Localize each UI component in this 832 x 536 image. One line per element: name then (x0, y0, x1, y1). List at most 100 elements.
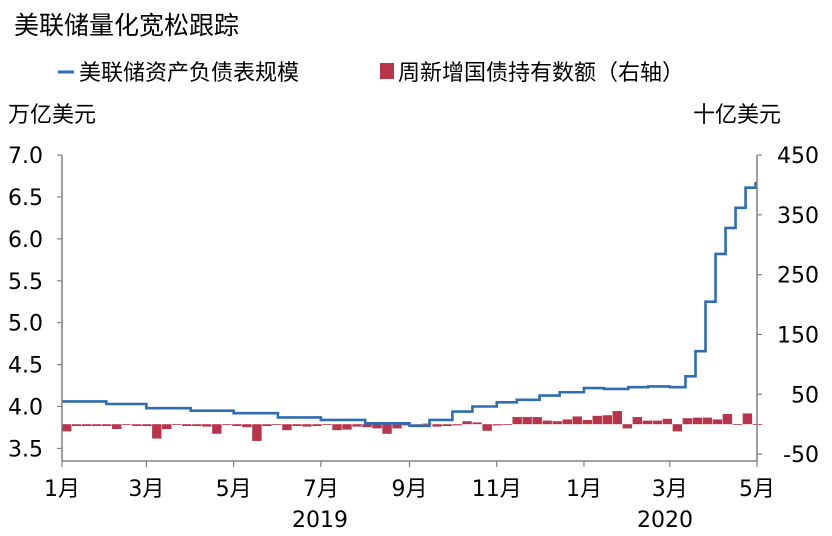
bar (422, 423, 432, 425)
bar (332, 424, 342, 431)
bar (62, 424, 72, 432)
bar (612, 411, 622, 425)
year-label-2020: 2020 (637, 508, 693, 533)
legend-bar-marker (380, 63, 394, 79)
x-tick-label: 3月 (128, 477, 164, 502)
right-tick-label: 350 (777, 204, 819, 229)
bar (322, 424, 332, 426)
left-tick-label: 6.5 (8, 186, 43, 211)
right-axis-ticks: 450 350 250 150 50 -50 (757, 144, 819, 468)
bar (652, 420, 663, 425)
bar (282, 424, 292, 431)
bar (222, 424, 232, 426)
bar (382, 424, 392, 434)
bar (462, 421, 472, 425)
x-tick-label: 1月 (566, 477, 602, 502)
x-axis-ticks: 1月 3月 5月 7月 9月 11月 1月 3月 5月 (44, 461, 775, 502)
bar (212, 424, 222, 434)
bar (632, 417, 642, 425)
bar (562, 419, 572, 425)
right-tick-label: 250 (777, 264, 819, 289)
right-tick-label: 150 (777, 323, 819, 348)
left-tick-label: 5.5 (8, 270, 43, 295)
bar-series (62, 411, 763, 441)
left-tick-label: 5.0 (8, 312, 43, 337)
bar (552, 421, 562, 425)
bar (512, 417, 522, 425)
left-axis-unit: 万亿美元 (8, 103, 96, 128)
x-tick-label: 5月 (739, 477, 775, 502)
bar (712, 419, 723, 425)
bar (482, 424, 492, 431)
line-series (62, 181, 757, 428)
x-tick-label: 11月 (472, 477, 522, 502)
bar (362, 424, 372, 428)
legend-label-weekly-treasury: 周新增国债持有数额（右轴） (398, 61, 684, 86)
bar (172, 424, 182, 426)
bar (292, 424, 302, 426)
left-tick-label: 6.0 (8, 228, 43, 253)
bar (702, 417, 713, 425)
left-tick-label: 7.0 (8, 144, 43, 169)
right-tick-label: 50 (791, 383, 819, 408)
x-tick-label: 9月 (392, 477, 428, 502)
bar (542, 420, 552, 425)
bar (342, 424, 352, 430)
legend-label-balance-sheet: 美联储资产负债表规模 (79, 61, 299, 86)
bar (232, 424, 242, 426)
bar (592, 415, 602, 425)
bar (152, 424, 162, 439)
bar (242, 424, 252, 428)
bar (72, 424, 82, 426)
bar (182, 424, 192, 426)
bar (112, 424, 122, 429)
bar (402, 424, 412, 426)
bar (312, 424, 322, 426)
bar (392, 424, 402, 429)
bar (642, 420, 653, 425)
bar (732, 424, 743, 426)
bar (252, 424, 262, 441)
right-tick-label: -50 (783, 443, 819, 468)
left-tick-label: 4.0 (8, 396, 43, 421)
bar (82, 424, 92, 426)
bar (302, 424, 312, 427)
bar (142, 424, 152, 426)
bar (662, 418, 673, 425)
bar (742, 413, 753, 425)
bar (492, 424, 502, 426)
x-tick-label: 3月 (652, 477, 688, 502)
x-tick-label: 7月 (303, 477, 339, 502)
bar (672, 424, 683, 432)
bar (692, 417, 703, 425)
bar (372, 424, 382, 429)
bar (272, 424, 282, 426)
bar (202, 424, 212, 427)
bar (442, 424, 452, 426)
bar (432, 424, 442, 427)
bar (162, 424, 172, 429)
year-label-2019: 2019 (292, 508, 348, 533)
right-axis-unit: 十亿美元 (693, 103, 781, 128)
bar (102, 424, 112, 426)
bar (722, 414, 733, 425)
legend: 美联储资产负债表规模 周新增国债持有数额（右轴） (58, 61, 684, 86)
x-tick-label: 1月 (44, 477, 80, 502)
bar (122, 424, 132, 426)
bar (192, 424, 202, 426)
bar (522, 417, 532, 425)
balance-sheet-line (62, 181, 757, 428)
bar (472, 422, 482, 425)
bar (92, 424, 102, 426)
bar (502, 424, 512, 426)
left-axis-ticks: 7.0 6.5 6.0 5.5 5.0 4.5 4.0 3.5 (8, 144, 62, 462)
bar (622, 424, 632, 429)
bar (682, 418, 693, 425)
bar (132, 424, 142, 426)
left-tick-label: 3.5 (8, 437, 43, 462)
x-tick-label: 5月 (216, 477, 252, 502)
bar (452, 424, 462, 426)
left-tick-label: 4.5 (8, 354, 43, 379)
right-tick-label: 450 (777, 144, 819, 169)
